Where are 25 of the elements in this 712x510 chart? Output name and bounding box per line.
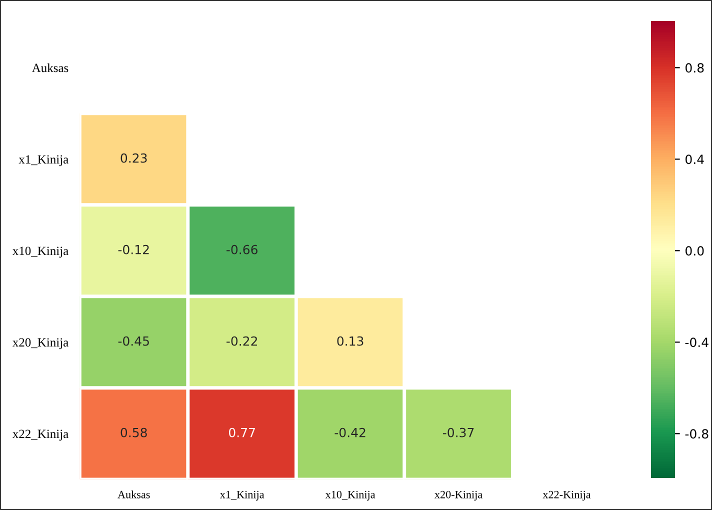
color-bar-label: 0.0	[686, 246, 704, 256]
data-label: -0.66	[226, 244, 258, 254]
color-bar-label: 0.4	[686, 154, 704, 164]
data-label: -0.37	[442, 428, 474, 438]
color-bar-label: 0.8	[686, 63, 704, 73]
x-tick-label: x20-Kinija	[434, 490, 482, 501]
color-bar-label: -0.8	[685, 429, 708, 439]
color-bar-label: -0.4	[685, 338, 708, 348]
data-label: 0.58	[120, 428, 147, 438]
y-tick-label: Auksas	[32, 63, 68, 72]
x-tick-label: x22-Kinija	[542, 490, 591, 501]
data-label: -0.22	[226, 336, 257, 346]
x-tick-label: Auksas	[118, 490, 150, 498]
y-tick-label: x22_Kinija	[12, 430, 68, 441]
data-label: -0.12	[118, 244, 149, 254]
data-label: 0.23	[120, 153, 147, 163]
data-label: 0.77	[228, 428, 255, 438]
x-tick-label: x1_Kinija	[220, 490, 264, 501]
data-label: 0.13	[337, 336, 364, 346]
y-tick-label: x1_Kinija	[18, 155, 68, 166]
y-tick-label: x20_Kinija	[12, 338, 68, 350]
data-label: -0.45	[118, 336, 149, 346]
x-tick-label: x10_Kinija	[325, 490, 376, 501]
data-label: -0.42	[334, 428, 366, 438]
y-tick-label: x10_Kinija	[12, 246, 68, 258]
